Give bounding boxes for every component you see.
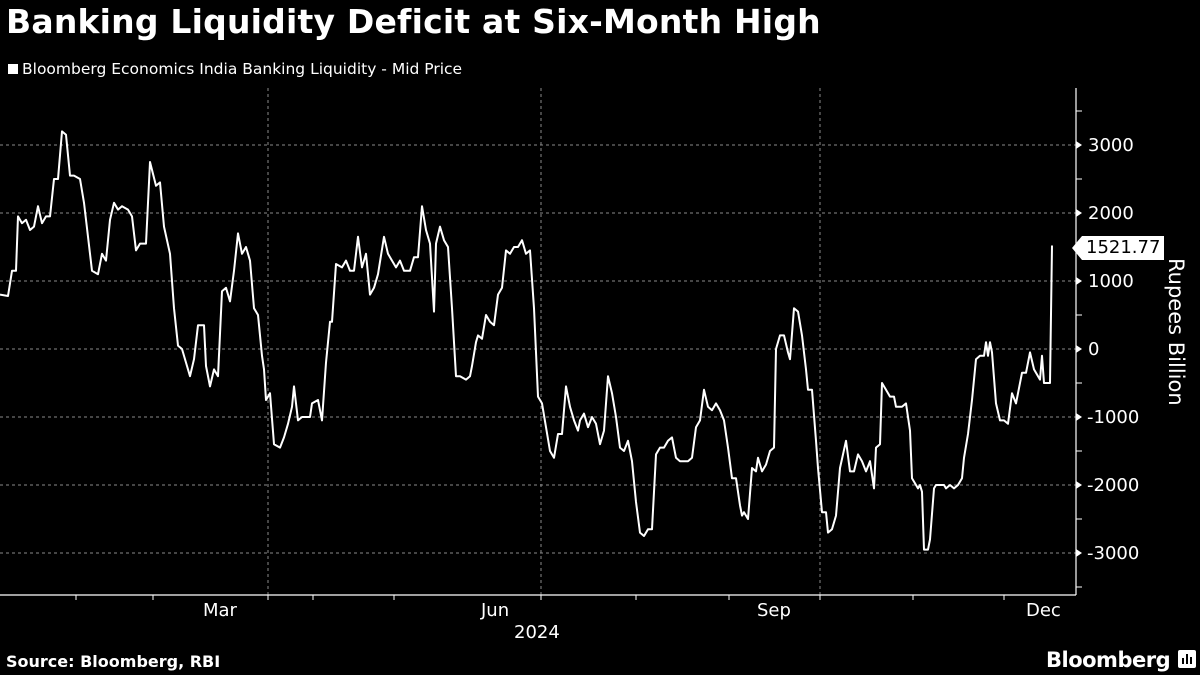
y-axis-title: Rupees Billion: [1164, 258, 1188, 406]
legend: Bloomberg Economics India Banking Liquid…: [8, 60, 462, 78]
y-tick-label: -1000: [1087, 407, 1140, 428]
legend-swatch-icon: [8, 64, 18, 74]
x-tick-label: Jun: [481, 600, 510, 621]
y-tick-label: 2000: [1088, 203, 1134, 224]
last-value-callout: 1521.77: [1072, 236, 1165, 260]
chart-title: Banking Liquidity Deficit at Six-Month H…: [6, 2, 821, 41]
series-line: [0, 130, 1053, 551]
x-year-label: 2024: [514, 622, 560, 643]
y-tick-label: 3000: [1088, 135, 1134, 156]
x-tick-label: Mar: [203, 600, 237, 621]
brand-logo: Bloomberg: [1046, 648, 1171, 672]
y-tick-label: 0: [1088, 339, 1100, 360]
last-value-label: 1521.77: [1082, 236, 1165, 260]
source-note: Source: Bloomberg, RBI: [6, 652, 221, 671]
y-tick-label: 1000: [1088, 271, 1134, 292]
legend-label: Bloomberg Economics India Banking Liquid…: [22, 60, 463, 78]
y-tick-label: -2000: [1087, 475, 1140, 496]
bloomberg-chart-icon: [1178, 650, 1196, 668]
x-tick-label: Dec: [1026, 600, 1061, 621]
y-tick-label: -3000: [1087, 543, 1140, 564]
x-tick-label: Sep: [757, 600, 791, 621]
callout-pointer-icon: [1072, 236, 1082, 260]
